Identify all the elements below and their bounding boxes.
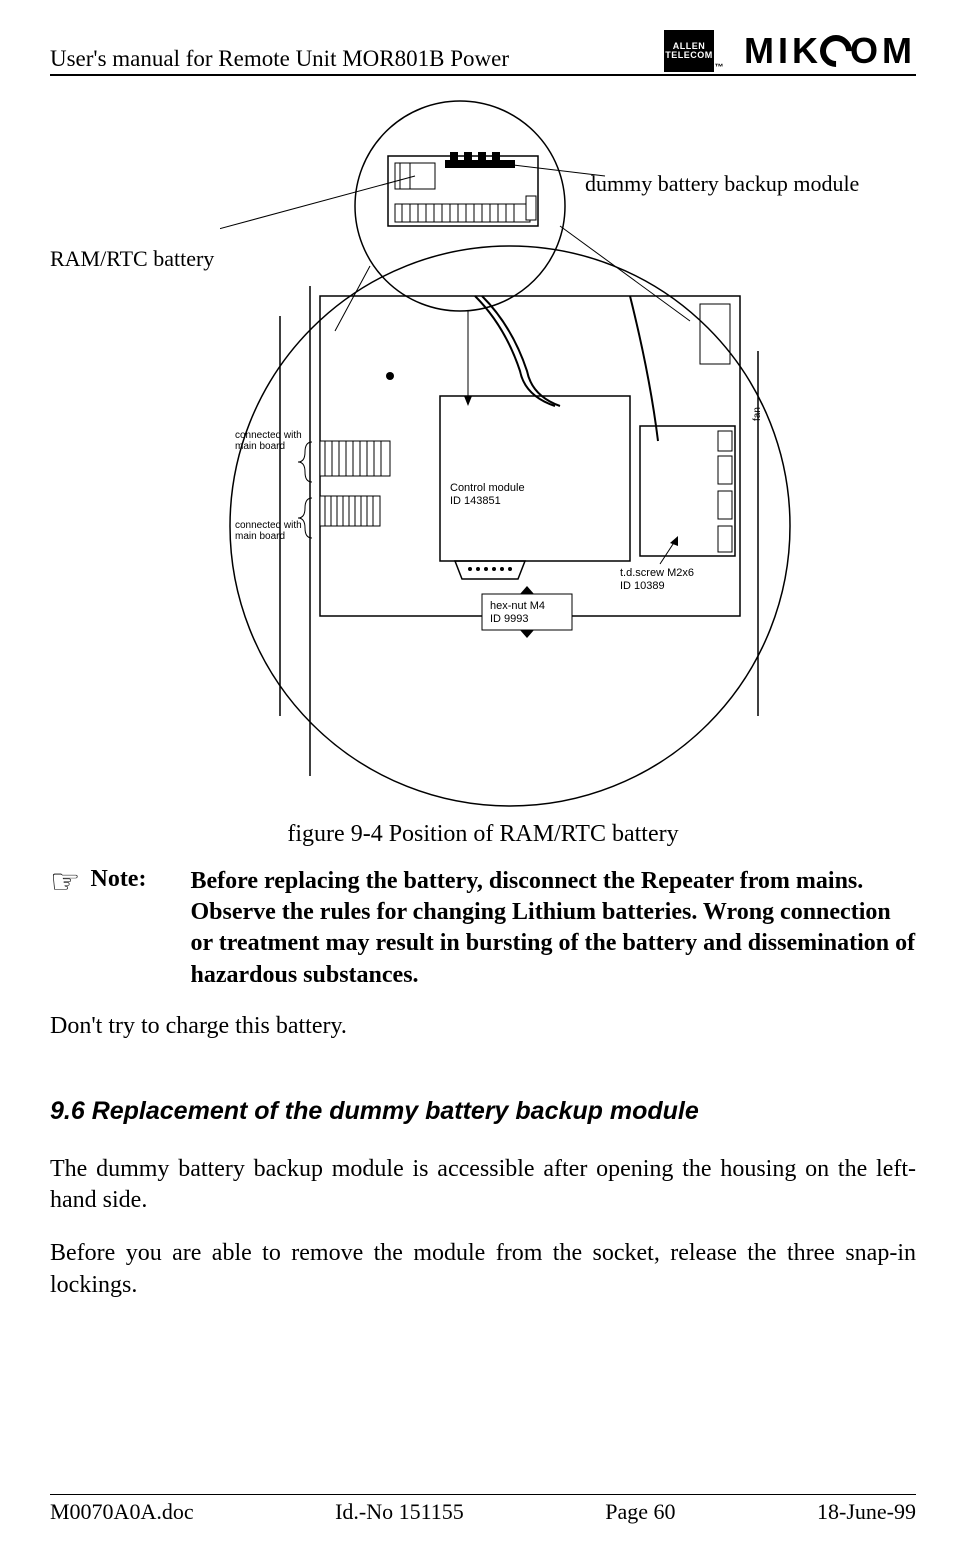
- page-footer: M0070A0A.doc Id.-No 151155 Page 60 18-Ju…: [50, 1494, 916, 1525]
- header-logos: ALLEN TELECOM MIK OM: [664, 30, 916, 72]
- pointing-hand-icon: ☞: [50, 866, 80, 900]
- allen-telecom-logo: ALLEN TELECOM: [664, 30, 714, 72]
- footer-date: 18-June-99: [817, 1499, 916, 1525]
- note-block: ☞ Note: Before replacing the battery, di…: [50, 866, 916, 991]
- diagram-label: fan: [752, 407, 763, 421]
- paragraph: The dummy battery backup module is acces…: [50, 1154, 916, 1216]
- diagram-label: ID 9993: [490, 613, 529, 625]
- diagram-label: connected with: [235, 430, 302, 441]
- callout-ram-rtc-battery: RAM/RTC battery: [50, 246, 214, 272]
- diagram-label: ID 10389: [620, 580, 665, 592]
- diagram-label: main board: [235, 441, 285, 452]
- note-text: Before replacing the battery, disconnect…: [190, 866, 916, 991]
- diagram-label: connected with: [235, 520, 302, 531]
- logo-text: OM: [850, 30, 916, 72]
- paragraph: Before you are able to remove the module…: [50, 1238, 916, 1300]
- figure-area: RAM/RTC battery dummy battery backup mod…: [50, 96, 916, 816]
- technical-diagram: Control module ID 143851 hex-nut M4 ID 9…: [220, 96, 820, 816]
- footer-id: Id.-No 151155: [335, 1499, 464, 1525]
- section-heading: 9.6 Replacement of the dummy battery bac…: [50, 1097, 916, 1126]
- header-title: User's manual for Remote Unit MOR801B Po…: [50, 46, 509, 72]
- footer-page: Page 60: [605, 1499, 675, 1525]
- diagram-label: t.d.screw M2x6: [620, 567, 694, 579]
- logo-line: TELECOM: [665, 51, 713, 60]
- diagram-label: ID 143851: [450, 495, 501, 507]
- footer-doc: M0070A0A.doc: [50, 1499, 194, 1525]
- body-text: Don't try to charge this battery.: [50, 1011, 916, 1042]
- logo-text: MIK: [744, 30, 822, 72]
- diagram-label: Control module: [450, 482, 525, 494]
- mikom-logo: MIK OM: [744, 30, 916, 72]
- note-label: Note:: [90, 866, 180, 893]
- diagram-label: main board: [235, 531, 285, 542]
- page-header: User's manual for Remote Unit MOR801B Po…: [50, 30, 916, 76]
- diagram-label: hex-nut M4: [490, 600, 545, 612]
- figure-caption: figure 9-4 Position of RAM/RTC battery: [50, 821, 916, 848]
- page: User's manual for Remote Unit MOR801B Po…: [0, 0, 966, 1555]
